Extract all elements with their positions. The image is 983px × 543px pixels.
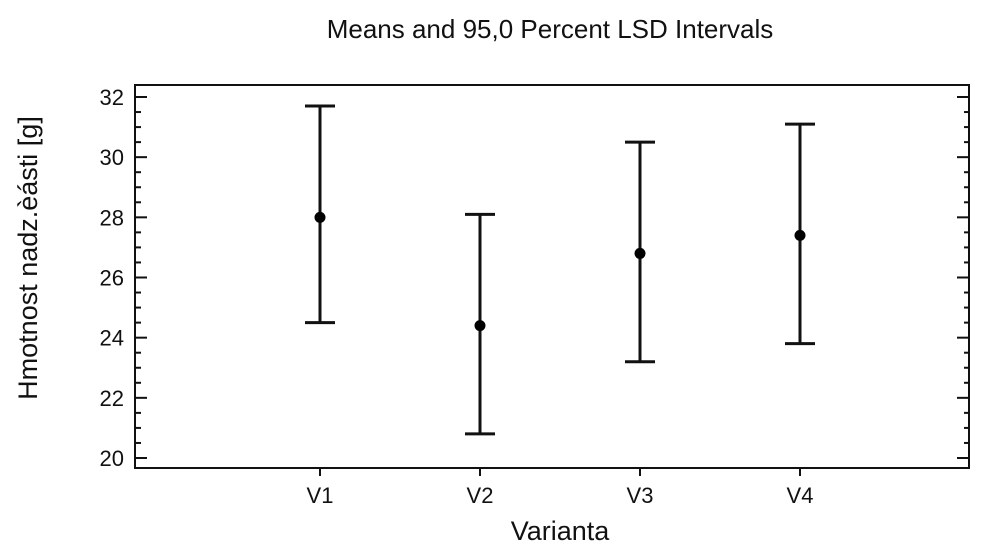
y-tick-label: 24 — [100, 326, 124, 351]
y-tick-label: 30 — [100, 145, 124, 170]
x-axis-title: Varianta — [511, 516, 611, 543]
y-axis: 20 22 24 26 28 30 32 — [100, 85, 147, 471]
errorbar-marks — [305, 106, 815, 434]
plot-frame — [135, 85, 969, 468]
y-axis-title: Hmotnost nadz.èásti [g] — [13, 116, 43, 400]
mean-point — [635, 248, 646, 259]
x-axis: V1 V2 V3 V4 — [307, 468, 814, 508]
x-tick-label: V4 — [787, 483, 814, 508]
y-tick-label: 22 — [100, 386, 124, 411]
mean-point — [315, 212, 326, 223]
y-tick-label: 28 — [100, 205, 124, 230]
y-tick-label: 26 — [100, 266, 124, 291]
mean-point — [475, 320, 486, 331]
mean-point — [795, 230, 806, 241]
y-tick-label: 20 — [100, 446, 124, 471]
x-tick-label: V3 — [627, 483, 654, 508]
x-tick-label: V1 — [307, 483, 334, 508]
x-tick-label: V2 — [467, 483, 494, 508]
right-minor-ticks — [957, 97, 969, 458]
y-tick-label: 32 — [100, 85, 124, 110]
